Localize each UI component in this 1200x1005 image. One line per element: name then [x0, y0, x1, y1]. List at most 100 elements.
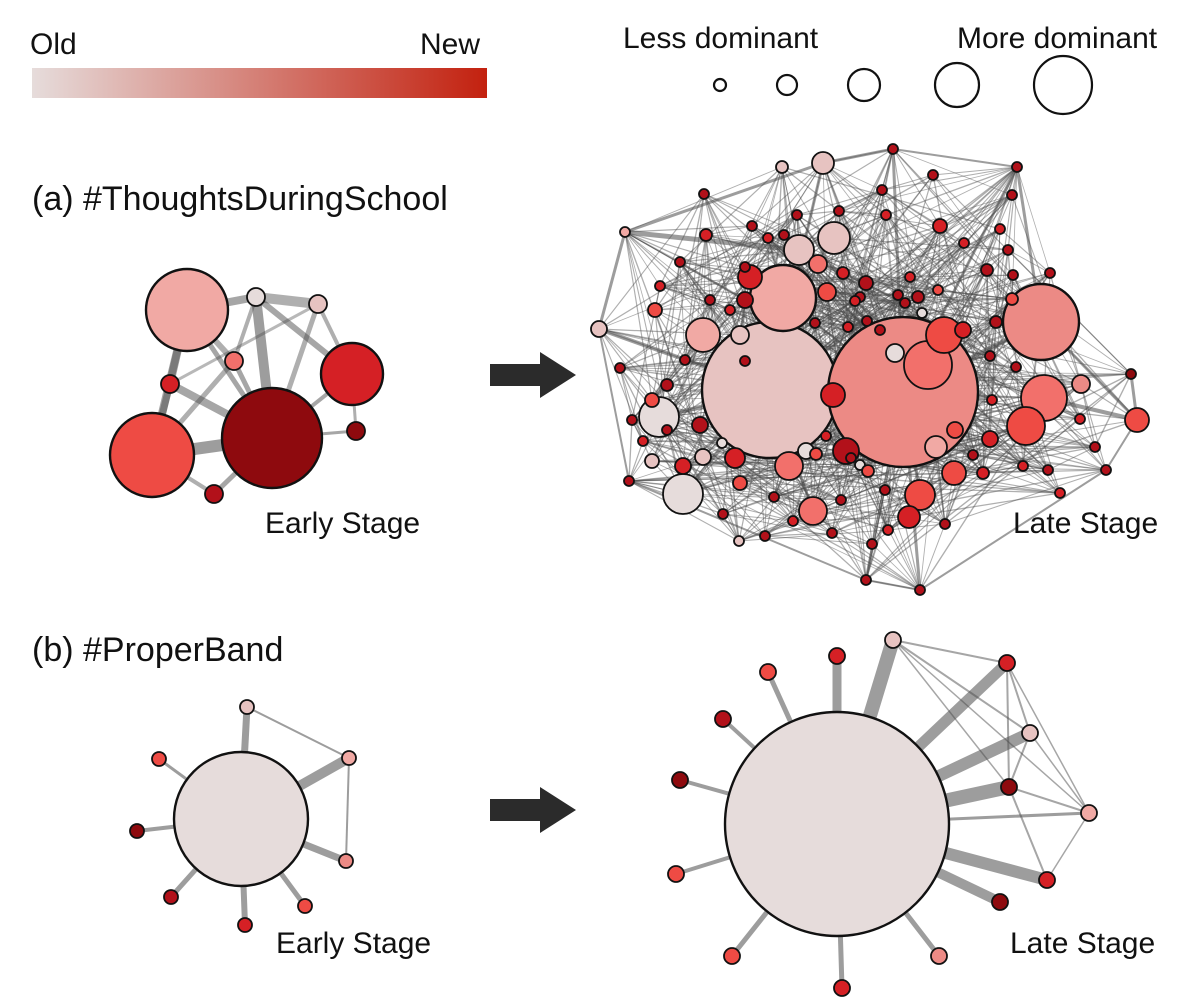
- panel-a-late-node: [981, 430, 999, 448]
- panel-a-late-edge: [859, 464, 946, 525]
- panel-a-late-edge: [624, 231, 740, 542]
- panel-a-late-edge: [838, 210, 906, 304]
- panel-a-late-edge: [865, 579, 921, 591]
- panel-b-late-node: [1038, 871, 1056, 889]
- panel-a-late-edge: [943, 166, 1018, 336]
- panel-b-early-node: [163, 889, 179, 905]
- panel-a-late-edge: [944, 355, 991, 525]
- panel-a-late-edge: [659, 285, 746, 301]
- panel-a-late-edge: [651, 460, 1061, 494]
- panel-a-late-edge: [651, 460, 790, 467]
- panel-a-late-edge: [932, 166, 1018, 176]
- panel-a-late-edge: [773, 470, 869, 498]
- panel-a-late-edge: [702, 166, 783, 336]
- panel-a-late-edge: [651, 261, 681, 401]
- panel-a-late-edge: [751, 225, 881, 331]
- panel-b-early-node: [341, 750, 357, 766]
- panel-a-late-edge: [709, 166, 783, 301]
- panel-a-late-node: [1005, 292, 1019, 306]
- panel-a-late-node: [994, 223, 1006, 235]
- dominance-level-4-circle: [933, 61, 981, 109]
- panel-a-late-edge: [954, 429, 1107, 471]
- panel-a-late-edge: [972, 454, 1049, 471]
- panel-a-late-edge: [892, 148, 1018, 168]
- panel-a-late-node: [984, 350, 996, 362]
- panel-a-early-node: [204, 484, 224, 504]
- panel-a-early-node: [308, 294, 328, 314]
- panel-a-late-edge: [989, 249, 1009, 357]
- panel-a-late-edge: [885, 214, 997, 323]
- panel-a-late-edge: [624, 231, 746, 301]
- panel-a-late-edge: [773, 496, 867, 581]
- panel-a-late-edge: [682, 465, 775, 498]
- panel-a-late-edge: [788, 465, 867, 581]
- panel-a-late-edge: [904, 166, 1018, 304]
- panel-b-early-edge: [246, 706, 350, 759]
- panel-a-late-node: [798, 496, 828, 526]
- panel-a-late-edge: [709, 237, 769, 301]
- panel-a-late-node: [911, 290, 925, 304]
- panel-a-late-edge: [619, 367, 644, 442]
- panel-b-transition-arrow: [490, 787, 576, 833]
- dominance-level-1-circle: [712, 77, 728, 93]
- panel-a-late-node: [1089, 441, 1101, 453]
- panel-a-late-edge: [822, 162, 1017, 368]
- panel-a-late-edge: [892, 148, 941, 227]
- panel-a-late-edge: [739, 482, 794, 522]
- panel-a-late-node: [787, 515, 799, 527]
- panel-a-late-edge: [919, 425, 1027, 591]
- panel-b-late-node: [723, 947, 741, 965]
- panel-a-late-node: [836, 266, 850, 280]
- panel-a-late-edge: [986, 269, 1061, 494]
- panel-a-late-node: [887, 143, 899, 155]
- panel-a-late-node: [897, 505, 921, 529]
- panel-a-late-node: [724, 304, 736, 316]
- panel-a-late-edge: [654, 276, 751, 311]
- panel-a-late-node: [1010, 361, 1022, 373]
- panel-b-late-nodes: [667, 631, 1098, 997]
- panel-a-late-edge: [909, 276, 997, 323]
- panel-a-late-node: [1125, 368, 1137, 380]
- panel-a-late-node: [932, 284, 944, 296]
- panel-a-late-edge: [986, 269, 991, 357]
- panel-a-late-edge: [944, 454, 974, 525]
- panel-a-late-edge: [892, 148, 1014, 276]
- panel-a-late-edge: [817, 263, 868, 322]
- panel-a-late-edge: [892, 148, 1013, 196]
- panel-a-late-edge: [989, 355, 993, 401]
- panel-a-late-node: [967, 449, 979, 461]
- panel-a-late-edge: [885, 214, 965, 244]
- panel-a-title: (a) #ThoughtsDuringSchool: [32, 180, 448, 218]
- panel-a-late-node: [924, 435, 948, 459]
- panel-a-late-edge: [628, 480, 842, 501]
- panel-a-late-edge: [919, 446, 937, 591]
- panel-a-late-node: [739, 261, 751, 273]
- panel-a-late-node: [808, 254, 828, 274]
- panel-a-late-edge: [628, 419, 633, 482]
- panel-a-late-edge: [919, 469, 1107, 591]
- panel-a-late-edge: [814, 282, 867, 324]
- panel-a-late-edge: [908, 492, 1061, 518]
- panel-a-late-edge: [597, 230, 627, 331]
- panel-a-late-edge: [598, 193, 705, 330]
- panel-a-late-node: [820, 382, 846, 408]
- panel-a-late-edge: [937, 225, 941, 291]
- panel-a-late-edge: [773, 454, 974, 498]
- panel-b-late-node: [1000, 778, 1018, 796]
- panel-a-late-node: [619, 226, 631, 238]
- panel-a-late-node: [704, 294, 716, 306]
- panel-a-late-edge: [1016, 166, 1051, 274]
- panel-a-late-node: [716, 437, 728, 449]
- panel-a-late-edge: [659, 285, 731, 311]
- panel-a-late-edge: [937, 289, 1013, 300]
- panel-a-late-edge: [642, 440, 842, 501]
- panel-a-late-edge: [751, 162, 824, 227]
- panel-a-late-node: [941, 460, 967, 486]
- panel-a-late-edge: [867, 470, 1061, 494]
- panel-a-late-edge: [619, 299, 711, 369]
- panel-a-late-edge: [783, 189, 883, 236]
- panel-a-late-edge: [865, 148, 894, 284]
- panel-a-late-edge: [939, 225, 1013, 300]
- panel-a-late-edge: [682, 493, 910, 518]
- panel-a-late-edge: [666, 429, 814, 512]
